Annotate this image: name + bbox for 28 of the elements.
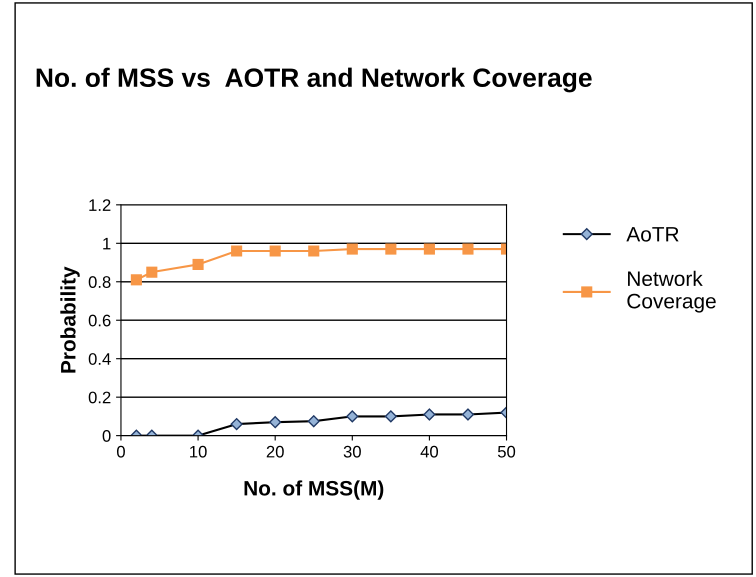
point: [192, 258, 204, 270]
x-tick-label: 30: [344, 446, 361, 458]
x-tick-label: 20: [266, 446, 284, 458]
x-tick-label: 50: [498, 446, 516, 458]
chart-title: No. of MSS vs AOTR and Network Coverage: [36, 68, 592, 92]
point: [146, 266, 158, 278]
point: [424, 244, 435, 255]
point: [462, 244, 474, 255]
legend-label: AoTR: [626, 227, 679, 242]
legend-label: Network Coverage: [627, 270, 716, 313]
x-tick-label: 0: [116, 446, 125, 458]
point: [231, 245, 242, 257]
y-tick-label: 0.8: [88, 276, 111, 288]
y-tick-label: 0.4: [88, 353, 111, 365]
y-tick-label: 1.2: [89, 199, 110, 211]
point: [308, 245, 320, 257]
y-tick-label: 1: [103, 238, 110, 250]
point: [270, 245, 281, 257]
point: [346, 244, 358, 255]
y-tick-label: 0: [102, 430, 111, 442]
point: [130, 274, 142, 286]
y-tick-label: 0.2: [88, 392, 110, 404]
x-axis-title: No. of MSS(M): [244, 480, 384, 500]
point: [385, 244, 396, 255]
y-axis-title: Probability: [60, 266, 80, 373]
x-tick-label: 10: [190, 446, 207, 458]
y-tick-label: 0.6: [88, 314, 111, 326]
x-tick-label: 40: [420, 446, 438, 458]
